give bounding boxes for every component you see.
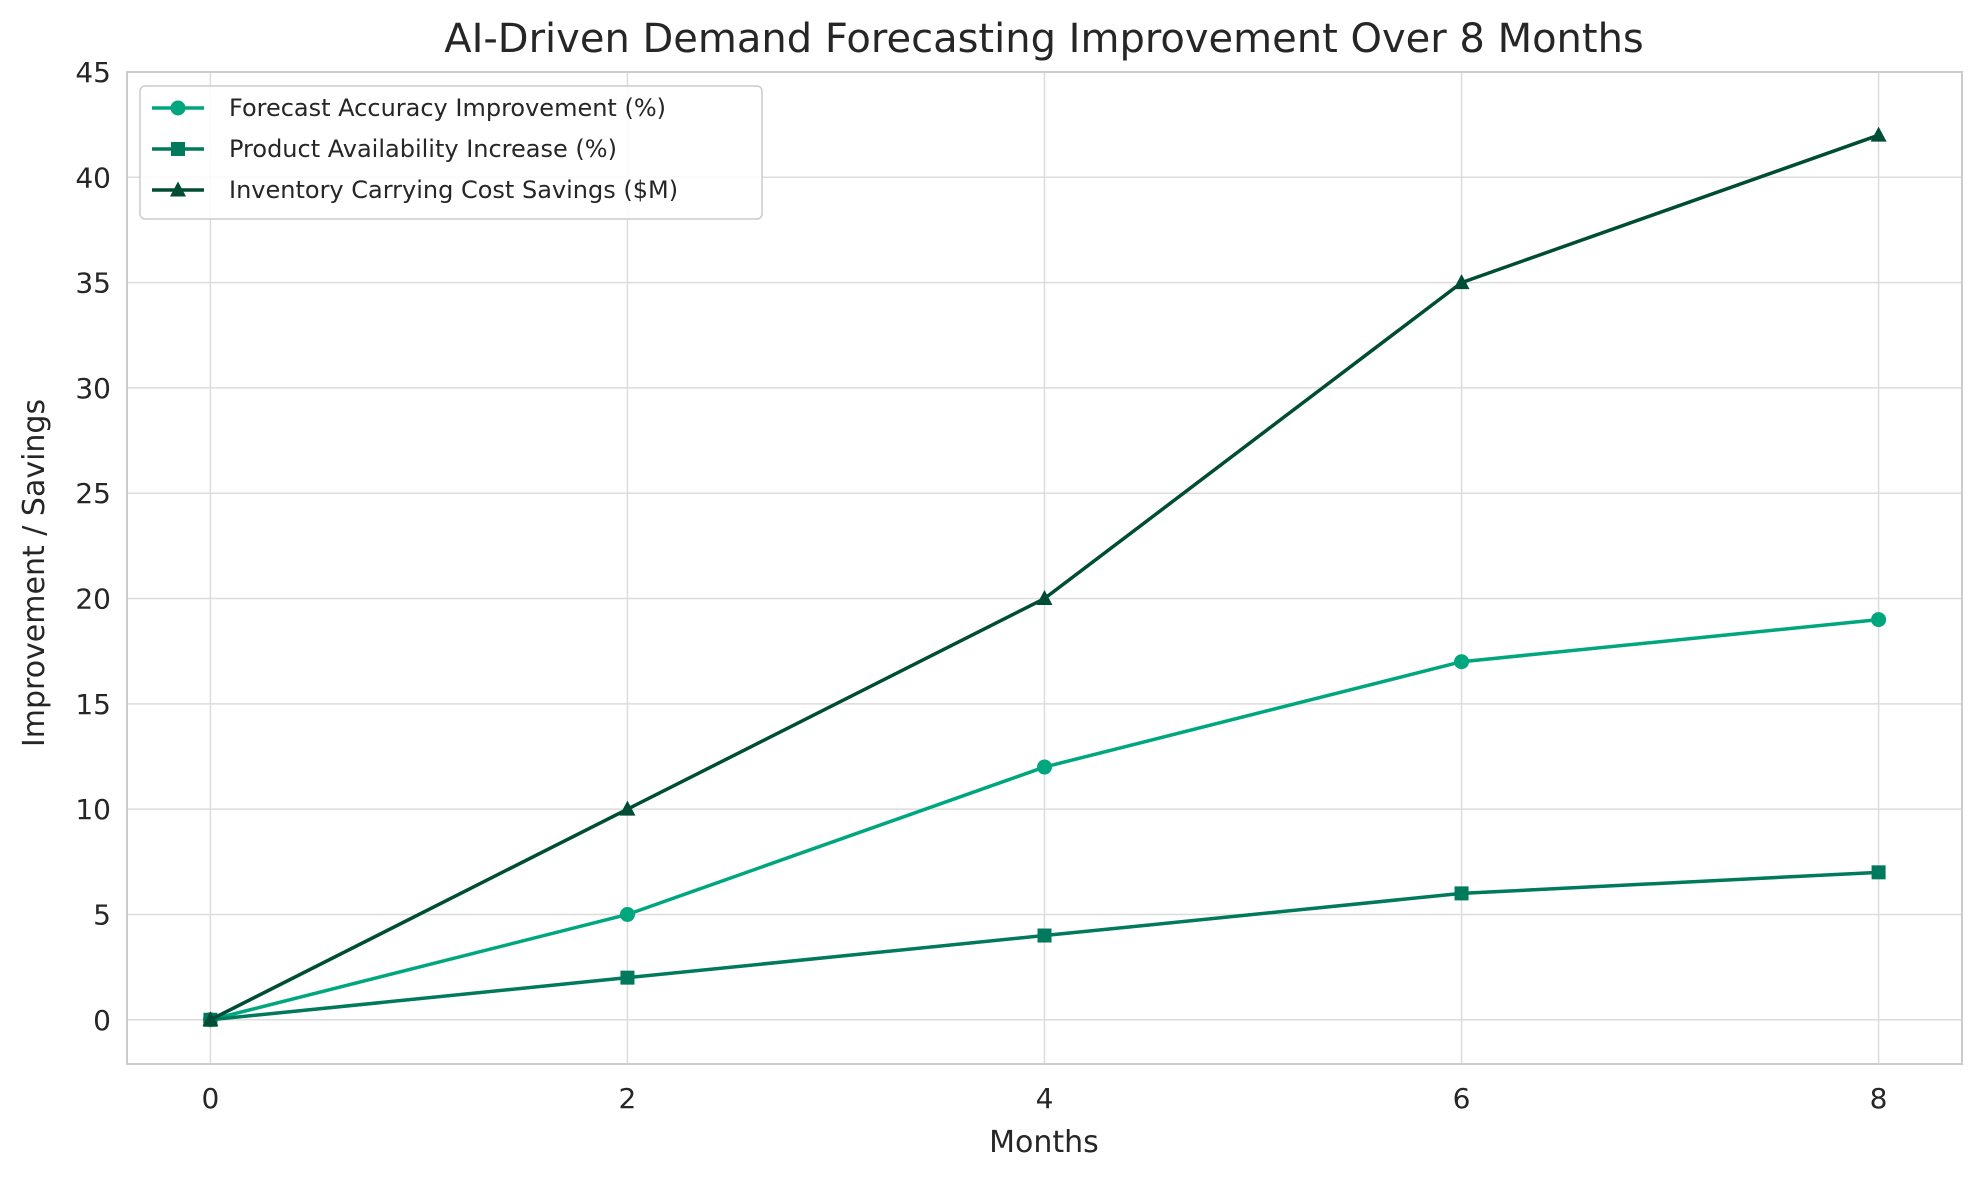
data-point [1454,654,1470,670]
data-point [1454,886,1469,901]
series-3 [202,126,1887,1027]
chart-title: AI-Driven Demand Forecasting Improvement… [444,16,1644,62]
y-tick-label: 10 [75,793,111,826]
x-axis-label: Months [989,1125,1099,1160]
plot-frame [126,71,1963,1065]
series-layer [202,126,1887,1028]
data-point [1036,590,1053,606]
legend-label: Inventory Carrying Cost Savings ($M) [229,176,678,204]
legend-marker [170,100,186,116]
legend-marker [171,142,185,156]
data-point [1037,759,1052,775]
legend-label: Product Availability Increase (%) [229,135,617,163]
legend-label: Forecast Accuracy Improvement (%) [229,94,666,122]
y-tick-label: 40 [75,161,111,194]
data-point [619,800,636,816]
y-tick-label: 30 [75,372,111,405]
data-point [1871,865,1886,880]
data-point [1453,274,1470,290]
data-point [1870,126,1887,142]
tick-labels: 0 2 4 6 8 0 5 10 15 20 25 30 35 40 45 [75,56,1887,1115]
y-tick-label: 25 [75,477,111,510]
legend: Forecast Accuracy Improvement (%) Product… [139,85,763,220]
x-tick-label: 4 [1036,1082,1054,1115]
y-axis-label: Improvement / Savings [17,399,52,747]
data-point [1037,928,1052,943]
y-tick-label: 45 [75,56,111,89]
data-point [619,906,635,922]
legend-box [139,85,763,220]
data-point [202,1011,219,1027]
legend-item: Forecast Accuracy Improvement (%) [152,94,666,122]
legend-item: Product Availability Increase (%) [152,135,617,163]
legend-item: Inventory Carrying Cost Savings ($M) [152,176,678,204]
x-tick-label: 2 [619,1082,637,1115]
x-tick-label: 8 [1870,1082,1888,1115]
x-tick-label: 0 [201,1082,219,1115]
legend-marker [170,181,186,197]
y-tick-label: 15 [75,688,111,721]
y-tick-label: 5 [93,898,111,931]
data-point [1871,612,1887,628]
y-tick-label: 20 [75,583,111,616]
y-tick-label: 0 [93,1004,111,1037]
x-tick-label: 6 [1453,1082,1471,1115]
y-tick-label: 35 [75,267,111,300]
data-point [620,970,635,985]
